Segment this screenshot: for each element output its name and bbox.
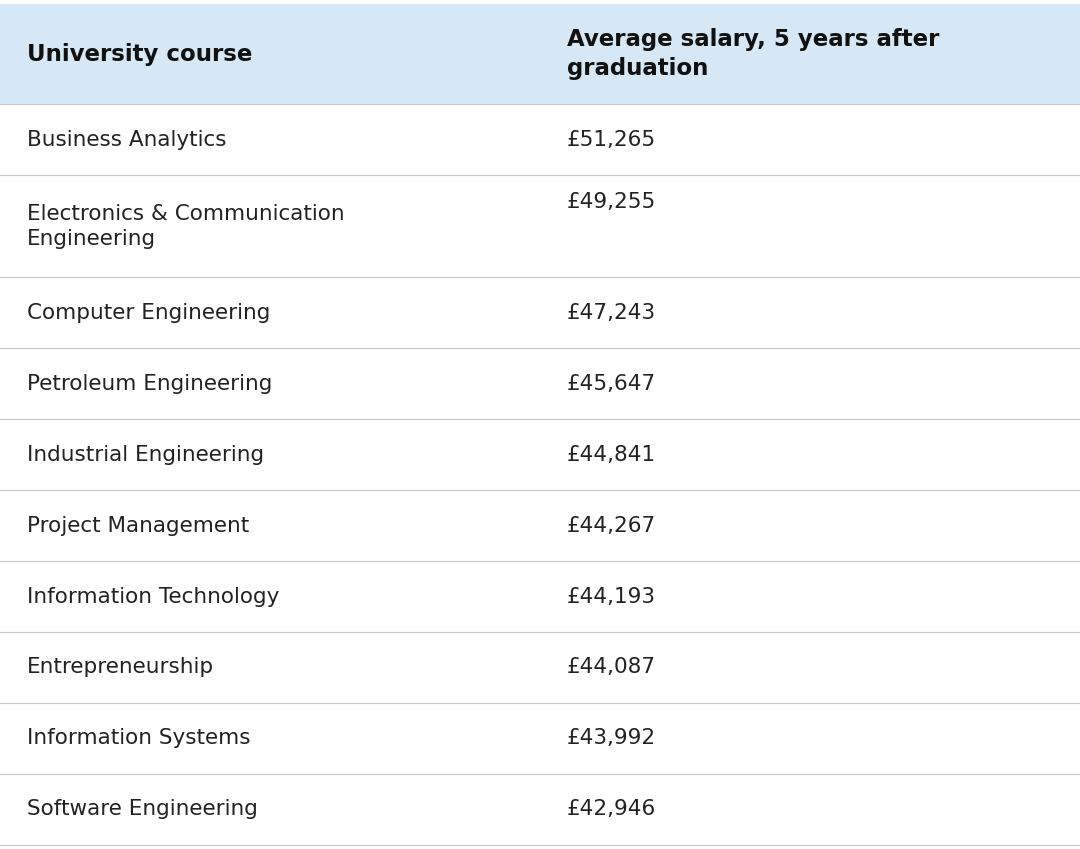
Text: Petroleum Engineering: Petroleum Engineering bbox=[27, 374, 272, 394]
Bar bbox=[0, 632, 1080, 703]
Text: Computer Engineering: Computer Engineering bbox=[27, 303, 270, 323]
Text: £43,992: £43,992 bbox=[567, 728, 657, 748]
Bar bbox=[0, 104, 1080, 176]
Text: £51,265: £51,265 bbox=[567, 130, 657, 150]
Text: £47,243: £47,243 bbox=[567, 303, 657, 323]
Text: Industrial Engineering: Industrial Engineering bbox=[27, 445, 265, 464]
Text: Information Systems: Information Systems bbox=[27, 728, 251, 748]
Text: Information Technology: Information Technology bbox=[27, 587, 280, 606]
Text: £49,255: £49,255 bbox=[567, 192, 657, 212]
Text: £45,647: £45,647 bbox=[567, 374, 657, 394]
Text: £44,267: £44,267 bbox=[567, 515, 657, 536]
Text: Software Engineering: Software Engineering bbox=[27, 799, 258, 819]
Text: Electronics & Communication
Engineering: Electronics & Communication Engineering bbox=[27, 204, 345, 249]
Text: Business Analytics: Business Analytics bbox=[27, 130, 227, 150]
Text: Entrepreneurship: Entrepreneurship bbox=[27, 657, 214, 678]
Text: £44,193: £44,193 bbox=[567, 587, 656, 606]
Bar bbox=[0, 278, 1080, 348]
Bar bbox=[0, 773, 1080, 845]
Bar bbox=[0, 703, 1080, 773]
Text: £44,841: £44,841 bbox=[567, 445, 657, 464]
Bar bbox=[0, 490, 1080, 561]
Text: Average salary, 5 years after
graduation: Average salary, 5 years after graduation bbox=[567, 28, 940, 81]
Bar bbox=[0, 4, 1080, 104]
Text: £44,087: £44,087 bbox=[567, 657, 657, 678]
Bar bbox=[0, 348, 1080, 419]
Bar bbox=[0, 176, 1080, 278]
Bar bbox=[0, 561, 1080, 632]
Bar bbox=[0, 419, 1080, 490]
Text: Project Management: Project Management bbox=[27, 515, 249, 536]
Text: University course: University course bbox=[27, 42, 253, 66]
Text: £42,946: £42,946 bbox=[567, 799, 657, 819]
